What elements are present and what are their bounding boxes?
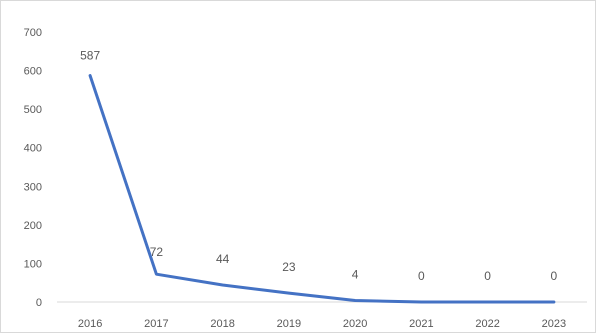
data-label: 4 — [352, 267, 359, 281]
x-axis-ticks: 2016 2017 2018 2019 2020 2021 2022 2023 — [78, 318, 566, 330]
x-tick-label: 2016 — [78, 318, 102, 330]
x-tick-label: 2018 — [210, 318, 234, 330]
x-tick-label: 2017 — [144, 318, 168, 330]
x-tick-label: 2020 — [343, 318, 367, 330]
x-tick-label: 2021 — [409, 318, 433, 330]
data-labels: 587 72 44 23 4 0 0 0 — [80, 49, 557, 283]
series-line — [88, 74, 556, 304]
data-label: 44 — [216, 252, 230, 266]
y-tick-label: 600 — [24, 66, 42, 78]
y-tick-label: 500 — [24, 104, 42, 116]
data-label: 72 — [150, 245, 164, 259]
data-label: 587 — [80, 49, 100, 63]
y-tick-label: 100 — [24, 258, 42, 270]
y-tick-label: 400 — [24, 143, 42, 155]
data-label: 0 — [551, 269, 558, 283]
data-label: 23 — [282, 260, 296, 274]
x-tick-label: 2023 — [542, 318, 566, 330]
data-label: 0 — [484, 269, 491, 283]
data-label: 0 — [418, 269, 425, 283]
x-tick-label: 2019 — [277, 318, 301, 330]
x-tick-label: 2022 — [475, 318, 499, 330]
y-tick-label: 200 — [24, 220, 42, 232]
y-tick-label: 700 — [24, 27, 42, 39]
y-tick-label: 300 — [24, 181, 42, 193]
y-tick-label: 0 — [36, 297, 42, 309]
y-axis-ticks: 0 100 200 300 400 500 600 700 — [24, 27, 42, 309]
